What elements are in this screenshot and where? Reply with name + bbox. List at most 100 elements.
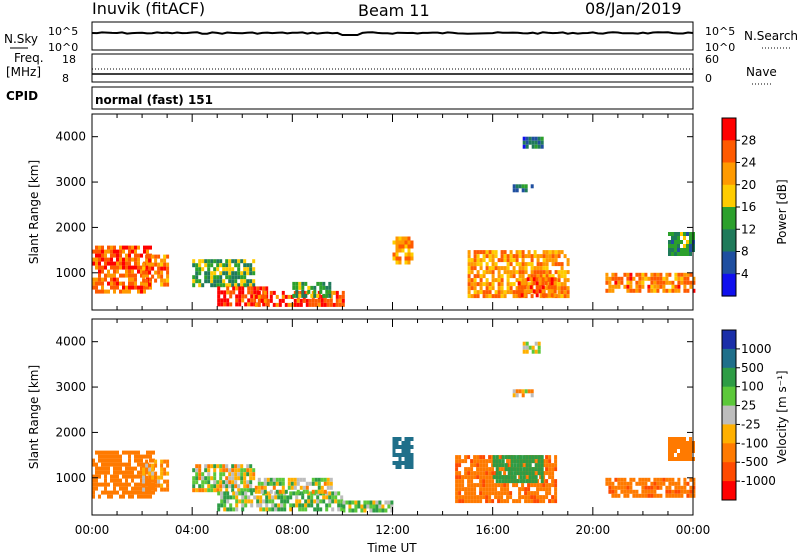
- power-cell-7: [524, 254, 528, 259]
- power-cell-2: [219, 283, 223, 288]
- velocity-cell-3: [325, 507, 329, 512]
- power-cell-2: [216, 275, 220, 280]
- velocity-cell-0: [122, 490, 125, 495]
- power-cell-0: [122, 285, 125, 290]
- power-cell-3: [247, 298, 251, 303]
- velocity-cell-3: [256, 499, 260, 504]
- power-cell-7: [521, 254, 525, 259]
- velocity-cell-7: [488, 455, 492, 460]
- power-cell-9: [683, 288, 687, 293]
- power-cell-9: [608, 288, 612, 293]
- power-cell-7: [467, 266, 471, 271]
- velocity-cell-0: [149, 454, 152, 459]
- power-cell-0: [107, 269, 110, 274]
- velocity-cell-2: [213, 488, 217, 493]
- velocity-cell-3: [316, 499, 320, 504]
- velocity-cell-5: [354, 504, 358, 509]
- velocity-cell-9: [683, 477, 687, 482]
- power-cell-9: [671, 280, 675, 285]
- power-cell-9: [644, 272, 648, 277]
- power-cell-2: [228, 259, 232, 264]
- power-cell-8: [529, 285, 533, 290]
- velocity-cell-4: [278, 481, 282, 486]
- velocity-cell-5: [363, 500, 367, 505]
- velocity-cell-7: [479, 495, 483, 500]
- power-cell-7: [560, 286, 564, 291]
- velocity-cell-7: [467, 455, 471, 460]
- velocity-cell-8: [528, 455, 532, 460]
- velocity-cell-10: [677, 441, 680, 445]
- velocity-cell-0: [137, 458, 140, 463]
- power-cell-2: [243, 271, 247, 276]
- velocity-cell-5: [378, 508, 382, 513]
- power-cell-9: [674, 284, 678, 289]
- velocity-cell-5: [363, 508, 367, 513]
- power-cell-0: [146, 273, 149, 278]
- power-swatch-2: [722, 162, 736, 186]
- power-cell-7: [518, 278, 522, 283]
- power-cell-4: [335, 294, 339, 299]
- power-cell-8: [550, 285, 554, 290]
- velocity-cell-0: [104, 458, 107, 463]
- velocity-cell-2: [228, 484, 232, 489]
- velocity-cell-0: [137, 462, 140, 467]
- velocity-cell-0: [134, 466, 137, 471]
- velocity-cell-3: [220, 491, 224, 496]
- velocity-cell-0: [143, 494, 146, 499]
- velocity-cell-8: [510, 479, 514, 484]
- velocity-cell-9: [608, 477, 612, 482]
- velocity-cell-1: [154, 459, 158, 464]
- velocity-cell-9: [677, 477, 681, 482]
- power-cell-10: [668, 240, 671, 244]
- power-cell-7: [491, 278, 495, 283]
- velocity-cell-5: [342, 504, 346, 509]
- power-cell-7: [470, 266, 474, 271]
- velocity-cell-3: [259, 507, 263, 512]
- velocity-cell-3: [271, 495, 275, 500]
- power-cell-7: [485, 262, 489, 267]
- velocity-cell-7: [545, 467, 549, 472]
- power-cell-7: [479, 274, 483, 279]
- velocity-cell-1: [163, 459, 167, 464]
- velocity-cell-8: [498, 459, 502, 464]
- power-cell-7: [470, 286, 474, 291]
- power-cell-2: [228, 267, 232, 272]
- power-cell-5: [325, 285, 329, 290]
- power-cell-9: [638, 276, 642, 281]
- velocity-cell-7: [500, 487, 504, 492]
- velocity-cell-9: [626, 485, 630, 490]
- velocity-cell-7: [494, 491, 498, 496]
- velocity-cell-8: [534, 463, 538, 468]
- power-cell-0: [146, 261, 149, 266]
- velocity-cell-3: [274, 503, 278, 508]
- velocity-cell-4: [320, 489, 324, 494]
- velocity-cell-7: [479, 479, 483, 484]
- velocity-cell-3: [232, 507, 236, 512]
- velocity-cell-4: [299, 477, 303, 482]
- power-cell-0: [98, 273, 101, 278]
- velocity-cell-2: [225, 464, 229, 469]
- velocity-cell-8: [516, 471, 520, 476]
- power-y-tick-label-1: 2000: [55, 220, 86, 234]
- velocity-cell-0: [140, 470, 143, 475]
- power-cell-0: [98, 265, 101, 270]
- power-cell-9: [674, 272, 678, 277]
- power-cell-4: [335, 298, 339, 303]
- power-cell-3: [250, 298, 254, 303]
- power-cell-0: [119, 249, 122, 254]
- velocity-cell-3: [232, 491, 236, 496]
- velocity-cell-0: [119, 470, 122, 475]
- power-cell-11: [531, 140, 535, 145]
- power-cb-tick-label-4: 12: [741, 222, 756, 236]
- nave-tick-bottom: 0: [705, 72, 712, 85]
- velocity-cell-2: [213, 476, 217, 481]
- velocity-cell-8: [510, 467, 514, 472]
- velocity-cell-7: [476, 455, 480, 460]
- power-cell-4: [263, 298, 267, 303]
- velocity-cell-9: [680, 493, 684, 498]
- time-tick-label-6: 00:00: [676, 523, 711, 537]
- velocity-cell-7: [473, 459, 477, 464]
- power-cell-1: [166, 262, 170, 267]
- power-cell-2: [195, 263, 199, 268]
- velocity-cell-7: [470, 471, 474, 476]
